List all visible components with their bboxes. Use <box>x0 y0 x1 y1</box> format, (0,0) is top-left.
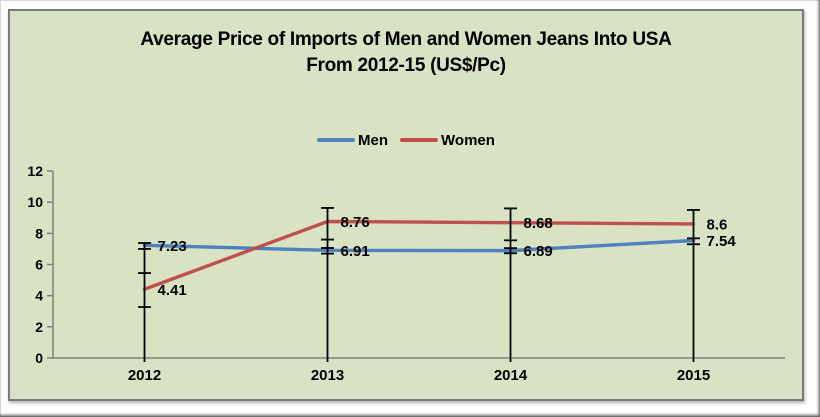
women-line-swatch <box>400 138 439 142</box>
y-tick-label: 0 <box>35 350 43 366</box>
legend-label-men: Men <box>358 131 389 149</box>
y-tick-label: 12 <box>27 163 43 179</box>
x-tick-label: 2014 <box>494 367 528 384</box>
chart-plot-area: 0 2 4 6 8 10 12 2012 2013 2014 2015 7.23 6.91 6.89 7.5… <box>27 163 785 384</box>
chart-legend: Men Women <box>10 131 802 149</box>
women-series-line <box>142 219 696 291</box>
x-tick-label: 2012 <box>128 367 161 384</box>
y-tick-label: 10 <box>27 194 43 210</box>
men-data-label: 7.23 <box>158 238 187 255</box>
chart-title-line2: From 2012-15 (US$/Pc) <box>306 55 506 76</box>
men-data-label: 6.89 <box>524 243 553 260</box>
chart-title-line1: Average Price of Imports of Men and Wome… <box>140 29 672 50</box>
women-data-label: 8.68 <box>524 215 553 232</box>
y-tick-label: 4 <box>35 288 43 304</box>
y-tick-label: 8 <box>35 225 43 241</box>
legend-item-women[interactable]: Women <box>400 132 495 149</box>
legend-item-men[interactable]: Men <box>317 132 388 149</box>
men-data-label: 7.54 <box>707 233 737 250</box>
legend-label-women: Women <box>441 131 495 149</box>
chart-panel: Average Price of Imports of Men and Wome… <box>8 9 804 401</box>
y-tick-label: 2 <box>35 319 43 335</box>
men-series-line <box>142 238 696 253</box>
men-data-label: 6.91 <box>341 243 370 260</box>
x-tick-label: 2015 <box>677 367 710 384</box>
men-line-swatch <box>317 138 356 142</box>
women-data-label: 8.76 <box>341 214 370 231</box>
x-tick-label: 2013 <box>311 367 344 384</box>
chart-title: Average Price of Imports of Men and Wome… <box>10 27 802 79</box>
y-tick-label: 6 <box>35 257 43 273</box>
women-data-label: 8.6 <box>707 216 728 233</box>
women-data-label: 4.41 <box>158 282 187 299</box>
